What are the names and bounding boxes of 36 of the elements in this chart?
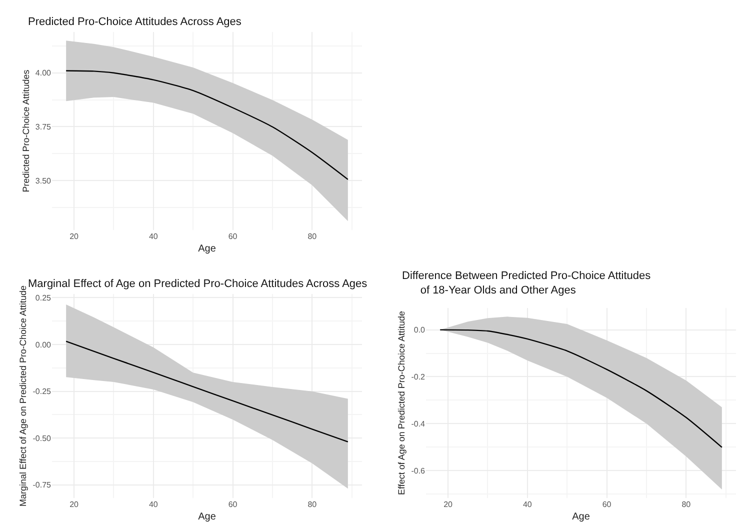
x-tick-label: 60 xyxy=(228,232,238,241)
x-tick-label: 40 xyxy=(522,500,532,509)
y-tick-label: 4.00 xyxy=(35,68,52,78)
y-tick-label: 3.75 xyxy=(35,122,52,132)
x-tick-label: 60 xyxy=(228,500,238,509)
y-axis-title: Predicted Pro-Choice Attitudes xyxy=(20,69,31,192)
x-tick-label: 20 xyxy=(70,232,80,241)
x-tick-label: 20 xyxy=(444,500,454,509)
x-tick-label: 80 xyxy=(682,500,692,509)
x-tick-label: 20 xyxy=(70,500,80,509)
x-tick-label: 80 xyxy=(308,500,318,509)
y-tick-label: -0.2 xyxy=(411,372,426,382)
y-tick-label: -0.75 xyxy=(32,480,52,490)
y-tick-label: -0.6 xyxy=(411,466,426,476)
y-tick-label: 3.50 xyxy=(35,176,52,186)
line-series xyxy=(439,329,723,448)
chart-title: Difference Between Predicted Pro-Choice Attitudes of 18-Year Olds and Other Ages xyxy=(402,270,652,296)
chart-title: Predicted Pro-Choice Attitudes Across Ages xyxy=(28,16,242,28)
line-series xyxy=(65,340,349,442)
chart-title: Marginal Effect of Age on Predicted Pro-Choice Attitudes Across Ages xyxy=(28,278,368,290)
x-axis-title: Age xyxy=(198,512,216,522)
y-tick-label: 0.00 xyxy=(35,340,52,350)
y-tick-label: 0.0 xyxy=(414,326,426,335)
y-tick-label: -0.25 xyxy=(32,387,52,396)
x-axis-title: Age xyxy=(198,244,216,254)
y-tick-label: -0.50 xyxy=(32,434,52,443)
line-series xyxy=(65,70,349,180)
x-tick-label: 40 xyxy=(148,232,158,241)
x-axis-title: Age xyxy=(572,512,590,522)
y-tick-label: 0.25 xyxy=(35,294,52,303)
x-tick-label: 80 xyxy=(308,232,318,241)
y-tick-label: -0.4 xyxy=(411,419,426,428)
x-tick-label: 60 xyxy=(602,500,612,509)
y-axis-title: Marginal Effect of Age on Predicted Pro-Choice Attitude xyxy=(18,286,28,506)
y-axis-title: Effect of Age on Predicted Pro-Choice Attitude xyxy=(396,311,407,495)
x-tick-label: 40 xyxy=(148,500,158,509)
